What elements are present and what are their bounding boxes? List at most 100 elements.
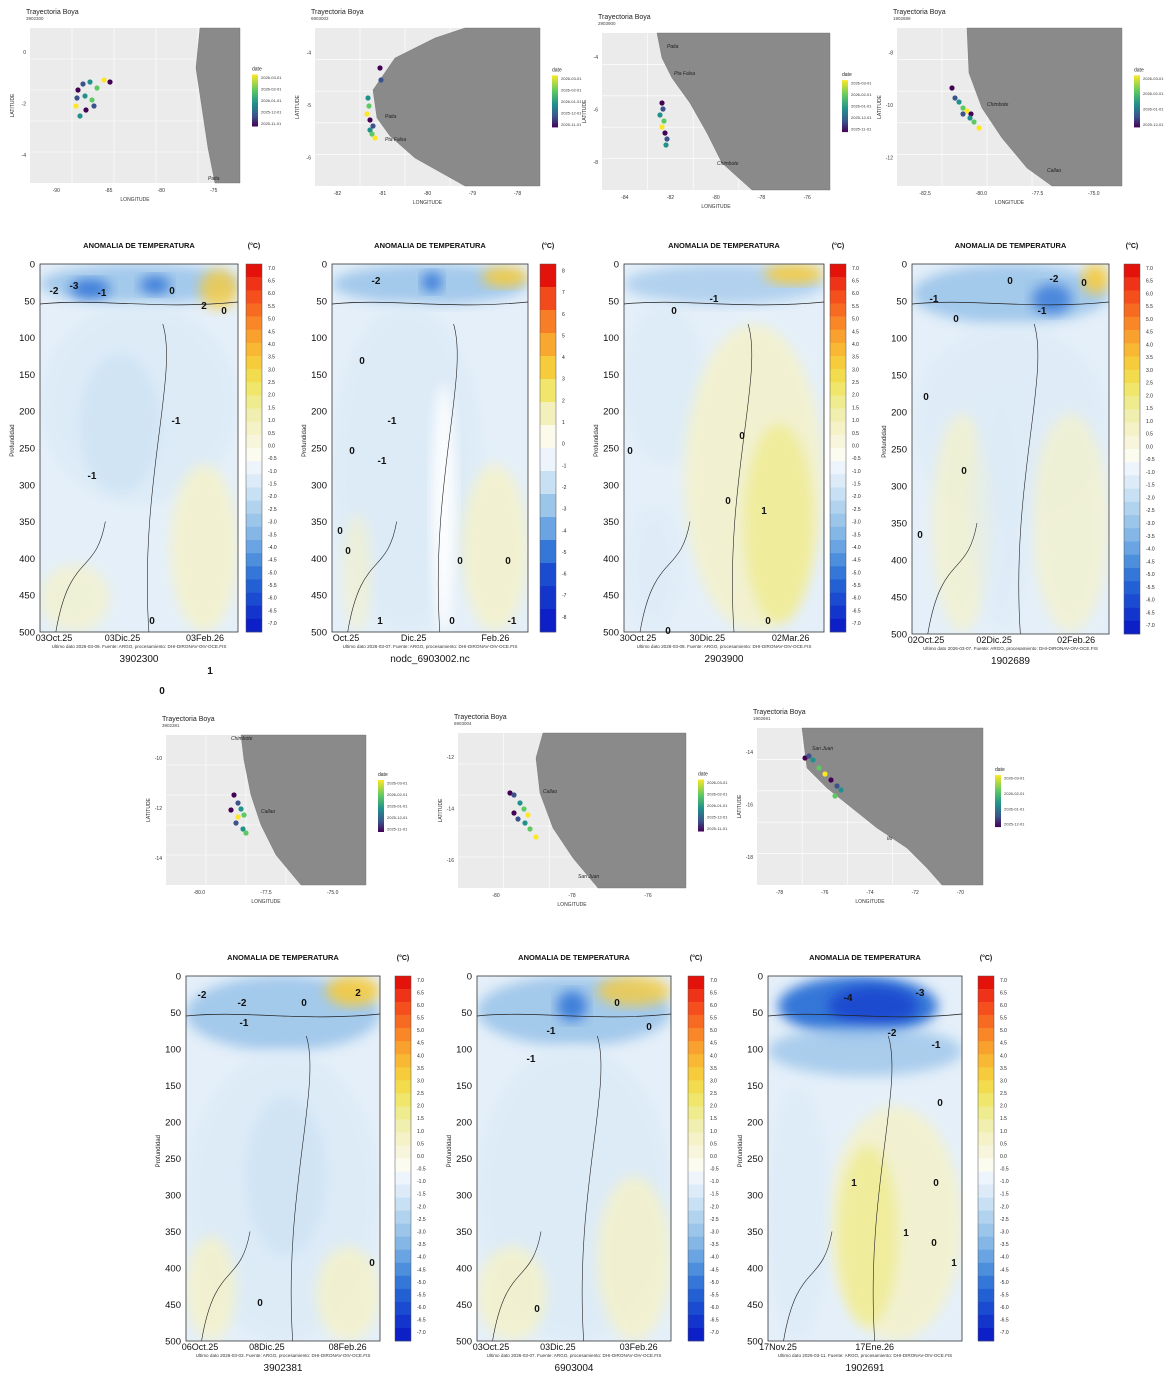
date-tick: 02Mar.26 — [772, 633, 810, 643]
depth-axis-label: Profundidad — [738, 1135, 744, 1167]
colorbar-segment — [978, 1132, 994, 1146]
contour-line — [639, 521, 691, 632]
colorbar-segment — [830, 487, 846, 501]
date-tick: 03Dic.25 — [105, 633, 141, 643]
colorbar-segment — [830, 277, 846, 291]
map-lon-tick: -80.0 — [976, 191, 988, 197]
colorbar-tick: 6.5 — [417, 990, 424, 996]
map-lon-tick: -72 — [912, 890, 919, 896]
colorbar-segment — [1124, 409, 1140, 423]
depth-tick: 150 — [603, 370, 619, 381]
anomaly-region — [744, 424, 814, 624]
anomaly-region — [912, 264, 1109, 324]
colorbar-tick: -3.0 — [417, 1230, 426, 1236]
contour-label: 0 — [937, 1098, 943, 1109]
depth-tick: 450 — [891, 593, 907, 604]
colorbar-tick: 8 — [562, 268, 565, 274]
depth-tick: 50 — [170, 1008, 181, 1019]
legend-tick: 2026-01-01 — [1004, 806, 1025, 811]
contour-line — [477, 1013, 671, 1018]
colorbar-tick: -0.5 — [710, 1167, 719, 1173]
depth-tick: 50 — [896, 297, 907, 308]
depth-tick: 450 — [165, 1300, 181, 1311]
colorbar-segment — [978, 1327, 994, 1342]
colorbar-segment — [978, 1314, 994, 1329]
map-lat-tick: -12 — [155, 806, 162, 812]
map-place-label: Pta Falsa — [674, 71, 695, 77]
contour-label: 0 — [505, 556, 511, 567]
legend-tick: 2025-12-01 — [261, 110, 282, 115]
colorbar-frame — [687, 975, 705, 1342]
colorbar-tick: -6.5 — [852, 608, 861, 614]
depth-tick: 350 — [165, 1227, 181, 1238]
colorbar-unit: (°C) — [1126, 242, 1139, 250]
colorbar-tick: 4.5 — [417, 1041, 424, 1047]
colorbar-tick: 3.0 — [1000, 1078, 1007, 1084]
contour-label: 0 — [923, 392, 929, 403]
trajectory-point — [960, 111, 966, 117]
anomaly-region — [70, 279, 110, 299]
trajectory-point — [91, 103, 97, 109]
depth-tick: 250 — [19, 444, 35, 455]
colorbar-segment — [978, 1210, 994, 1224]
map-lon-tick: -75.0 — [327, 890, 339, 896]
contour-label: 0 — [917, 530, 923, 541]
legend-tick: 2025-11-01 — [387, 827, 408, 832]
colorbar-tick: -0.5 — [1146, 457, 1155, 463]
colorbar-tick: 3.5 — [852, 355, 859, 361]
colorbar-segment — [688, 1223, 704, 1238]
contour-label: 0 — [221, 306, 227, 317]
colorbar-tick: -2.0 — [268, 494, 277, 500]
date-legend: date 2026-03-01 2026-02-01 2026-01-01 2025-1… — [1134, 67, 1164, 128]
anomaly-field — [768, 976, 962, 1341]
colorbar-segment — [978, 976, 994, 990]
trajectory-point — [372, 135, 378, 141]
colorbar-segment — [246, 342, 262, 357]
contour-label: -1 — [378, 456, 387, 467]
anomaly-region — [462, 464, 528, 632]
trajectory-point — [511, 810, 517, 816]
colorbar-segment — [688, 1080, 704, 1094]
map-lon-tick: -78 — [568, 893, 575, 899]
map-y-axis-label: LATITUDE — [737, 794, 743, 818]
colorbar-tick: 1.5 — [710, 1116, 717, 1122]
legend-tick: 2026-01-01 — [261, 98, 282, 103]
depth-tick: 200 — [747, 1118, 763, 1129]
colorbar-tick: -2 — [562, 485, 567, 491]
colorbar-tick: 3.5 — [417, 1066, 424, 1072]
map-y-axis-label: LATITUDE — [877, 94, 883, 118]
colorbar-segment — [540, 356, 556, 380]
legend-title: date — [552, 67, 562, 73]
colorbar-segment — [1124, 277, 1140, 291]
map-lon-tick: -70 — [957, 890, 964, 896]
colorbar-segment — [688, 1067, 704, 1081]
depth-tick: 100 — [603, 333, 619, 344]
colorbar-segment — [246, 500, 262, 515]
depth-tick: 150 — [165, 1081, 181, 1092]
colorbar-segment — [978, 1119, 994, 1133]
anomaly-region — [624, 304, 704, 464]
trajectory-point — [659, 124, 665, 130]
legend-tick: 2025-11-01 — [851, 127, 872, 132]
depth-tick: 500 — [19, 628, 35, 639]
legend-tick: 2026-02-01 — [707, 792, 728, 797]
colorbar-segment — [395, 1288, 411, 1303]
colorbar-segment — [978, 1145, 994, 1159]
colorbar-segment — [688, 1262, 704, 1277]
trajectory-point — [838, 787, 844, 793]
colorbar-tick: 6 — [562, 312, 565, 318]
contour-label: -4 — [844, 993, 853, 1004]
colorbar-tick: -4.5 — [1146, 559, 1155, 565]
trajectory-point — [967, 115, 973, 121]
contour-label: -1 — [710, 294, 719, 305]
colorbar-tick: 1.0 — [417, 1129, 424, 1135]
colorbar-segment — [688, 1002, 704, 1016]
colorbar-tick: 3.5 — [1146, 355, 1153, 361]
colorbar-segment — [688, 1054, 704, 1068]
section-caption: nodc_6903002.nc — [390, 654, 470, 665]
trajectory-point — [101, 77, 107, 83]
trajectory-point — [377, 65, 383, 71]
